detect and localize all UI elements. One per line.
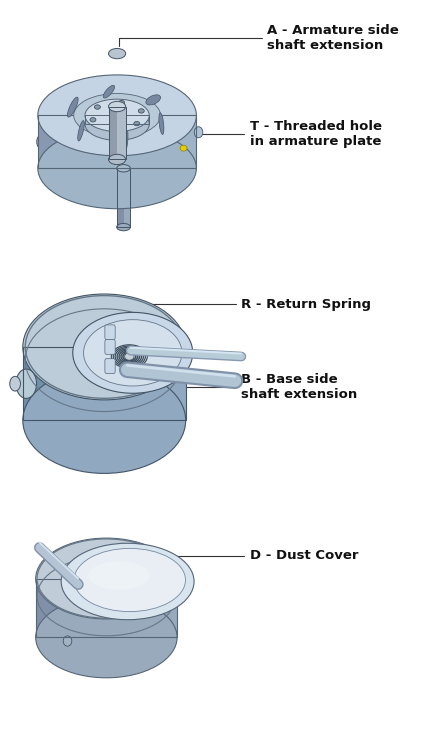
Ellipse shape: [38, 75, 196, 156]
Ellipse shape: [63, 636, 72, 646]
Text: T - Threaded hole
in armature plate: T - Threaded hole in armature plate: [170, 120, 381, 148]
Polygon shape: [36, 579, 106, 638]
Ellipse shape: [23, 368, 185, 473]
Polygon shape: [108, 106, 117, 159]
Ellipse shape: [118, 100, 124, 105]
Ellipse shape: [36, 597, 177, 677]
Ellipse shape: [83, 320, 181, 386]
Ellipse shape: [85, 108, 149, 140]
Ellipse shape: [138, 108, 144, 113]
Ellipse shape: [10, 376, 20, 391]
FancyBboxPatch shape: [105, 339, 115, 354]
Polygon shape: [117, 115, 149, 124]
Text: D - Dust Cover: D - Dust Cover: [160, 549, 358, 565]
Text: R - Return Spring: R - Return Spring: [147, 298, 371, 311]
Ellipse shape: [67, 97, 78, 117]
Ellipse shape: [180, 145, 187, 151]
Ellipse shape: [116, 224, 130, 231]
Text: A - Armature side
shaft extension: A - Armature side shaft extension: [119, 24, 398, 52]
Polygon shape: [104, 347, 185, 421]
Ellipse shape: [116, 165, 130, 172]
Ellipse shape: [94, 105, 100, 109]
Ellipse shape: [16, 369, 36, 399]
Ellipse shape: [78, 120, 84, 141]
Ellipse shape: [122, 126, 128, 152]
Ellipse shape: [88, 562, 149, 590]
Ellipse shape: [108, 154, 125, 165]
Ellipse shape: [124, 353, 134, 360]
Ellipse shape: [23, 294, 185, 400]
Ellipse shape: [158, 113, 164, 134]
Polygon shape: [106, 579, 177, 638]
Ellipse shape: [194, 127, 202, 138]
FancyBboxPatch shape: [105, 325, 115, 339]
Ellipse shape: [61, 543, 194, 620]
Polygon shape: [117, 106, 125, 159]
Ellipse shape: [108, 49, 125, 59]
Polygon shape: [117, 115, 196, 168]
Ellipse shape: [145, 94, 160, 105]
Polygon shape: [23, 347, 104, 421]
Polygon shape: [116, 168, 123, 227]
Text: B - Base side
shaft extension: B - Base side shaft extension: [164, 373, 357, 401]
Ellipse shape: [74, 548, 185, 612]
Ellipse shape: [72, 312, 192, 393]
Ellipse shape: [134, 122, 139, 126]
FancyBboxPatch shape: [105, 359, 115, 373]
Polygon shape: [38, 115, 117, 168]
Ellipse shape: [109, 126, 115, 131]
Ellipse shape: [85, 99, 149, 131]
Ellipse shape: [90, 117, 96, 122]
Ellipse shape: [73, 94, 160, 137]
Ellipse shape: [108, 101, 125, 111]
Ellipse shape: [36, 134, 47, 149]
Ellipse shape: [103, 86, 114, 98]
Ellipse shape: [36, 538, 177, 619]
Polygon shape: [85, 115, 117, 124]
Ellipse shape: [38, 128, 196, 209]
Polygon shape: [123, 168, 130, 227]
